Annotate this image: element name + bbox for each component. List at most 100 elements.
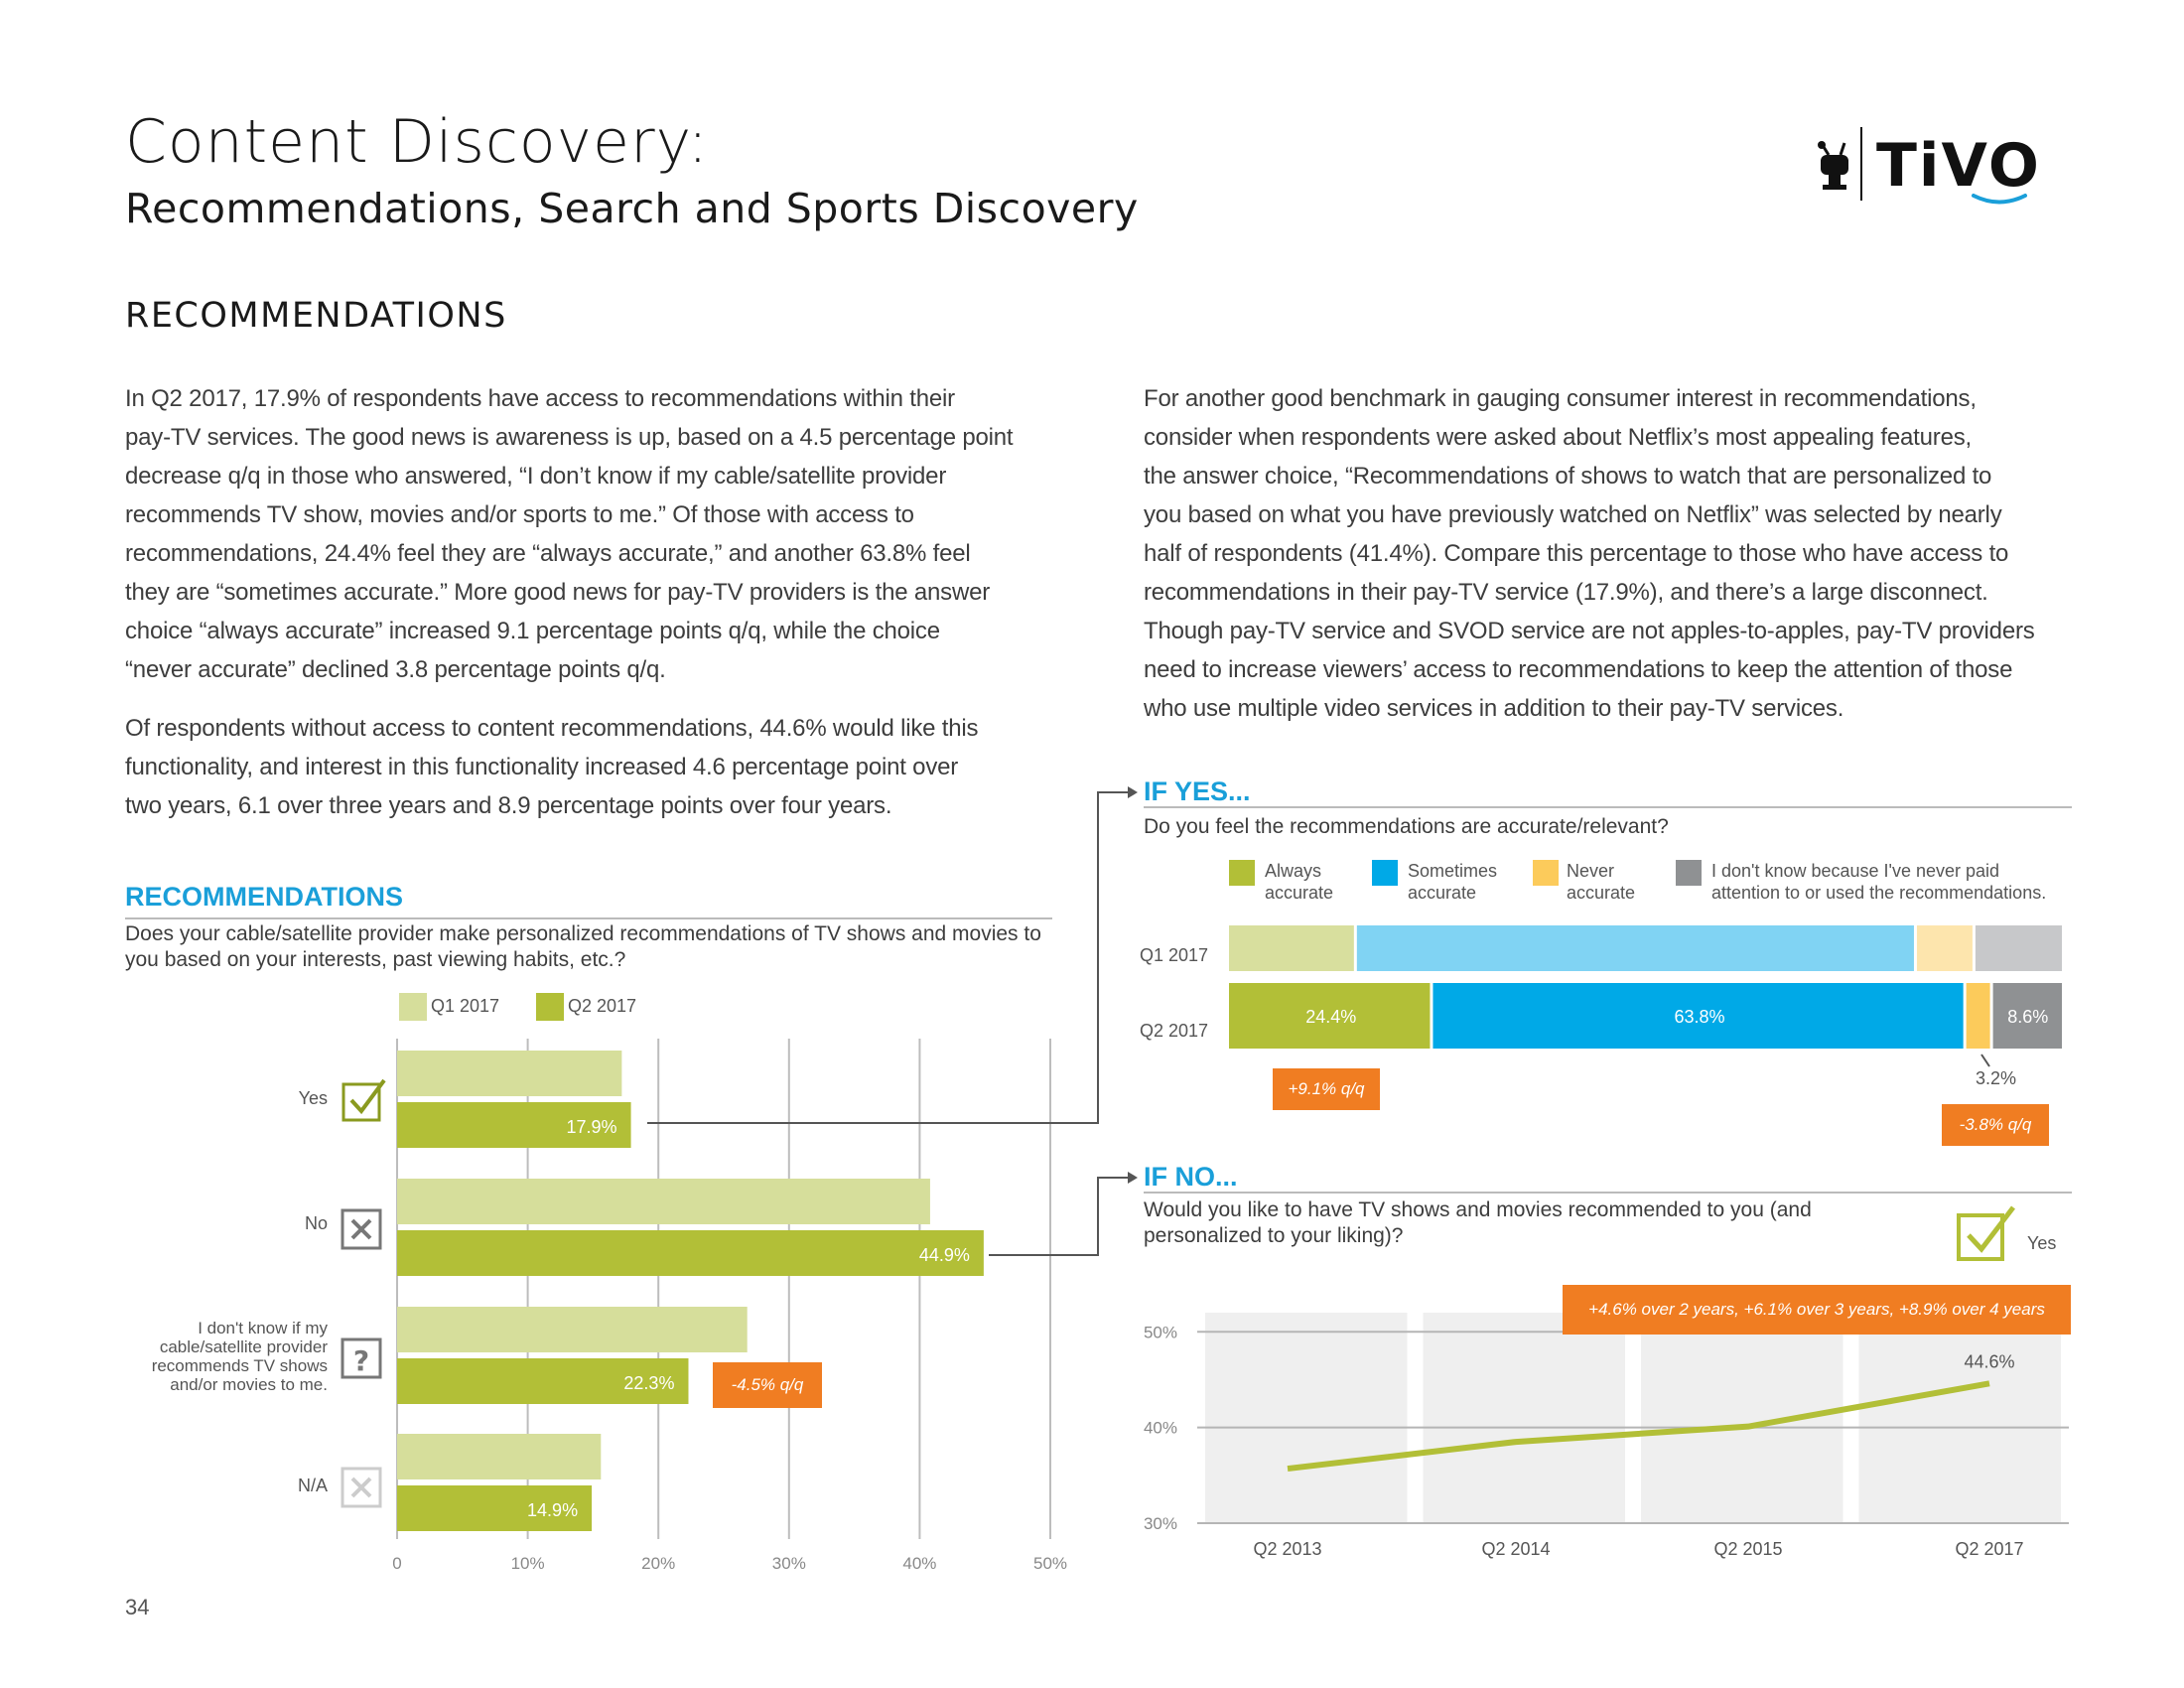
text-line: choice “always accurate” increased 9.1 p… bbox=[125, 618, 940, 644]
tivo-logo: TiVO bbox=[1817, 127, 2085, 207]
chart1-title-rule bbox=[125, 917, 1052, 919]
check-icon bbox=[341, 1078, 386, 1122]
page-subtitle: Recommendations, Search and Sports Disco… bbox=[125, 185, 1139, 232]
x-tick-label: Q2 2017 bbox=[1955, 1539, 2023, 1559]
column-band bbox=[1858, 1313, 2061, 1523]
series-line-yes bbox=[1287, 1380, 1990, 1473]
x-tick-label: 40% bbox=[902, 1554, 936, 1573]
text-line: they are “sometimes accurate.” More good… bbox=[125, 579, 991, 606]
if-no-heading: IF NO... bbox=[1144, 1162, 1238, 1192]
bar-q1-2017 bbox=[397, 1179, 930, 1224]
legend-label-always: Always accurate bbox=[1265, 861, 1334, 903]
legend-label-q1: Q1 2017 bbox=[431, 996, 500, 1016]
if-yes-question: Do you feel the recommendations are accu… bbox=[1144, 815, 1669, 838]
stacked-segment bbox=[1433, 983, 1964, 1049]
x-tick-label: 0 bbox=[392, 1554, 401, 1573]
if-yes-annotation-always: +9.1% q/q bbox=[1273, 1068, 1380, 1110]
category-label: I don't know if my cable/satellite provi… bbox=[151, 1319, 328, 1394]
category-label: No bbox=[304, 1213, 328, 1233]
logo-smile-icon bbox=[1972, 194, 2027, 205]
stacked-segment bbox=[1229, 983, 1431, 1049]
if-yes-annotation-never: -3.8% q/q bbox=[1942, 1104, 2049, 1146]
legend-label-never: Never accurate bbox=[1567, 861, 1636, 903]
text-line: decrease q/q in those who answered, “I d… bbox=[125, 463, 947, 490]
column-band bbox=[1423, 1313, 1625, 1523]
text-line: For another good benchmark in gauging co… bbox=[1144, 385, 1977, 412]
legend-label-sometimes: Sometimes accurate bbox=[1408, 861, 1498, 903]
column-band bbox=[1205, 1313, 1408, 1523]
bar-value-label: 17.9% bbox=[567, 1117, 617, 1137]
x-tick-label: Q2 2014 bbox=[1481, 1539, 1550, 1559]
if-yes-row-label-q1: Q1 2017 bbox=[1140, 945, 1209, 965]
text-line: “never accurate” declined 3.8 percentage… bbox=[125, 656, 666, 683]
segment-value-label: 63.8% bbox=[1675, 1007, 1725, 1027]
logo-wordmark: TiVO bbox=[1876, 131, 2041, 201]
legend-swatch-dontknow bbox=[1676, 860, 1702, 886]
if-no-question: Would you like to have TV shows and movi… bbox=[1144, 1198, 1812, 1247]
never-leader-line bbox=[1980, 1054, 1990, 1067]
if-no-annotation: +4.6% over 2 years, +6.1% over 3 years, … bbox=[1563, 1285, 2071, 1335]
legend-label-q2: Q2 2017 bbox=[568, 996, 637, 1016]
left-paragraph-1: In Q2 2017, 17.9% of respondents have ac… bbox=[125, 379, 1118, 689]
stacked-segment bbox=[1356, 925, 1914, 971]
check-icon bbox=[1957, 1205, 2015, 1261]
y-tick-label: 50% bbox=[1144, 1323, 1177, 1341]
legend-swatch-q2 bbox=[536, 993, 564, 1021]
text-line: functionality, and interest in this func… bbox=[125, 754, 959, 780]
text-line: In Q2 2017, 17.9% of respondents have ac… bbox=[125, 385, 955, 412]
point-value-label: 44.6% bbox=[1964, 1351, 2014, 1371]
legend-swatch-always bbox=[1229, 860, 1255, 886]
x-tick-label: 20% bbox=[641, 1554, 675, 1573]
bar-q2-2017 bbox=[397, 1485, 593, 1531]
x-icon bbox=[341, 1208, 382, 1250]
logo-divider bbox=[1860, 127, 1862, 201]
legend-swatch-never bbox=[1533, 860, 1559, 886]
bar-value-label: 22.3% bbox=[623, 1373, 674, 1393]
segment-value-label: 8.6% bbox=[2007, 1007, 2048, 1027]
x-tick-label: Q2 2015 bbox=[1713, 1539, 1782, 1559]
if-no-rule bbox=[1144, 1192, 2072, 1194]
svg-text:?: ? bbox=[353, 1344, 369, 1377]
text-line: need to increase viewers’ access to reco… bbox=[1144, 656, 2013, 683]
legend-label-dontknow: I don't know because I've never paid att… bbox=[1711, 861, 2047, 903]
y-tick-label: 40% bbox=[1144, 1419, 1177, 1438]
chart1-title: RECOMMENDATIONS bbox=[125, 882, 403, 912]
chart1-category-na: N/A bbox=[199, 1476, 328, 1496]
right-paragraph: For another good benchmark in gauging co… bbox=[1144, 379, 2136, 728]
chart1-svg: 0 10% 20% 30% 40% 50% 17.9% 44.9% 22.3% 14.9% bbox=[392, 1039, 1067, 1573]
chart1-annotation-q-q: -4.5% q/q bbox=[713, 1362, 822, 1408]
text-line: pay-TV services. The good news is awaren… bbox=[125, 424, 1014, 451]
if-yes-rule bbox=[1144, 806, 2072, 808]
section-title: RECOMMENDATIONS bbox=[125, 296, 507, 336]
text-line: you based on what you have previously wa… bbox=[1144, 501, 2002, 528]
chart1-category-no: No bbox=[199, 1213, 328, 1234]
bar-q1-2017 bbox=[397, 1434, 602, 1479]
text-line: recommendations in their pay-TV service … bbox=[1144, 579, 1988, 606]
if-yes-heading: IF YES... bbox=[1144, 776, 1251, 806]
text-line: who use multiple video services in addit… bbox=[1144, 695, 1844, 722]
y-tick-label: 30% bbox=[1144, 1514, 1177, 1533]
x-tick-label: 30% bbox=[772, 1554, 806, 1573]
bar-value-label: 14.9% bbox=[527, 1500, 578, 1520]
stacked-segment bbox=[1966, 983, 1990, 1049]
text-line: half of respondents (41.4%). Compare thi… bbox=[1144, 540, 2009, 567]
legend-swatch-sometimes bbox=[1372, 860, 1398, 886]
text-line: Though pay-TV service and SVOD service a… bbox=[1144, 618, 2035, 644]
bar-q1-2017 bbox=[397, 1307, 748, 1352]
x-tick-label: 50% bbox=[1033, 1554, 1067, 1573]
tivo-mascot-icon bbox=[1818, 141, 1848, 190]
chart1-category-yes: Yes bbox=[199, 1088, 328, 1109]
text-line: recommendations, 24.4% feel they are “al… bbox=[125, 540, 971, 567]
segment-value-label: 24.4% bbox=[1305, 1007, 1356, 1027]
stacked-segment bbox=[1975, 925, 2062, 971]
chart1-category-dontknow: I don't know if my cable/satellite provi… bbox=[119, 1319, 328, 1394]
legend-swatch-q1 bbox=[399, 993, 427, 1021]
x-tick-label: Q2 2013 bbox=[1253, 1539, 1321, 1559]
bar-value-label: 44.9% bbox=[919, 1245, 970, 1265]
page-number: 34 bbox=[125, 1595, 150, 1619]
bar-q2-2017 bbox=[397, 1358, 689, 1404]
page-title: Content Discovery: bbox=[125, 107, 709, 177]
question-icon: ? bbox=[341, 1337, 382, 1379]
